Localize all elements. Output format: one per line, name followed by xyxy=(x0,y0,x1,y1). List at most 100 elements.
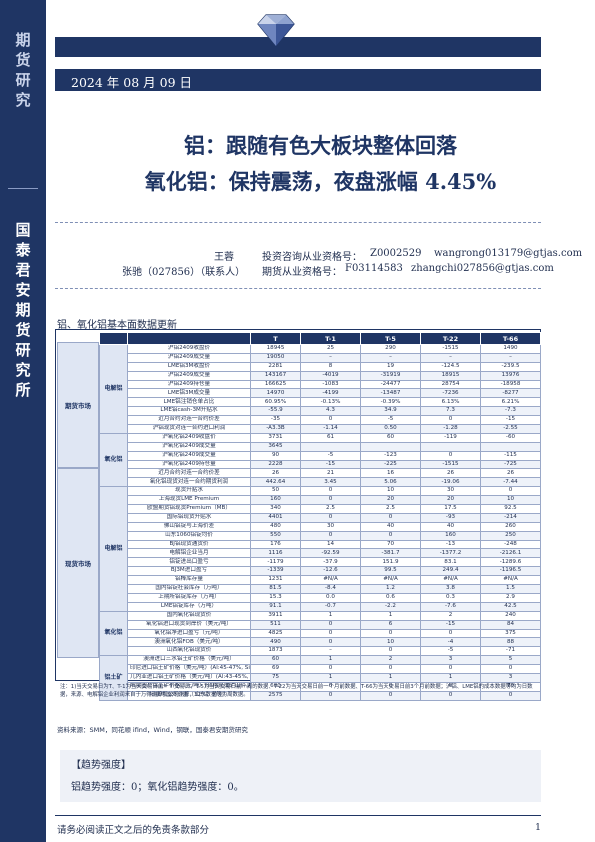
divider xyxy=(55,288,541,289)
row-label: 沪铝2409收盘价 xyxy=(127,344,251,354)
sidebar: 期货研究 国泰君安期货研究所 xyxy=(0,0,46,842)
divider xyxy=(55,222,541,223)
row-label: 氧化铝现货对连一合约期货利润 xyxy=(127,477,251,488)
subcategory-cell: 电解铝 xyxy=(99,344,128,434)
trend-text: 铝趋势强度：0；氧化铝趋势强度：0。 xyxy=(71,782,244,793)
subcategory-cell: 氧化铝 xyxy=(99,432,128,488)
table-header: T-22 xyxy=(420,332,481,345)
table-cell: 0 xyxy=(480,690,541,701)
table-cell: 0 xyxy=(300,495,361,506)
table-cell: 0 xyxy=(300,619,361,630)
row-label: 国际铝现货升贴水 xyxy=(127,512,251,523)
author-email[interactable]: zhangchi027856@gtjas.com xyxy=(411,263,554,274)
table-cell: -1.14 xyxy=(300,424,361,434)
report-date: 2024 年 08 月 09 日 xyxy=(71,75,192,90)
table-cell: -1083 xyxy=(300,379,361,390)
subcategory-cell: 电解铝 xyxy=(99,486,128,612)
table-cell: 3911 xyxy=(250,610,301,621)
table-cell: 0 xyxy=(420,450,481,461)
table-cell: 511 xyxy=(250,619,301,630)
table-cell: 1 xyxy=(420,672,481,683)
row-label: BJ铝现货通货价 xyxy=(127,539,251,550)
table-cell: 1.5 xyxy=(480,584,541,594)
author-email[interactable]: wangrong013179@gtjas.com xyxy=(434,248,583,259)
table-cell: 290 xyxy=(360,344,421,354)
table-cell: 10 xyxy=(360,637,421,648)
table-cell: -24477 xyxy=(360,379,421,390)
footer-divider xyxy=(55,815,541,816)
row-label: 沪铝2409持仓量 xyxy=(127,379,251,390)
table-cell: 18945 xyxy=(250,344,301,354)
table-cell: -93 xyxy=(420,512,481,523)
table-cell: -7.3 xyxy=(480,406,541,417)
author-name: 王蓉 xyxy=(214,252,234,263)
section-title: 铝、氧化铝基本面数据更新 xyxy=(57,320,177,331)
table-cell: -31919 xyxy=(360,370,421,381)
table-cell: 14970 xyxy=(250,388,301,399)
table-cell xyxy=(360,441,421,452)
table-row: LME铝锭库存（万吨） 91.1 -0.7 -2.2 -7.6 42.5 xyxy=(100,601,541,612)
table-cell: 442.64 xyxy=(250,477,301,488)
table-cell: 0 xyxy=(300,664,361,674)
table-cell: -A3.3B xyxy=(250,424,301,434)
table-cell: 2.9 xyxy=(480,592,541,603)
table-header: T xyxy=(250,332,301,345)
table-row: 近月合约对连一合约价差 26 21 16 26 26 xyxy=(100,468,541,479)
table-row: 电解铝 沪铝2409收盘价 18945 25 290 -1515 1490 xyxy=(99,344,541,434)
author-cert: F03114583 xyxy=(345,263,403,274)
table-cell: 249.4 xyxy=(420,566,481,577)
table-row: 山西氧化铝现货价 1873–0 -5 -71 xyxy=(100,646,541,657)
table-cell: 176 xyxy=(250,539,301,550)
table-cell: 40 xyxy=(420,521,481,532)
table-cell: 17.5 xyxy=(420,504,481,514)
table-header-row: T T-1 T-5 T-22 T-66 xyxy=(99,332,541,345)
table-cell: – xyxy=(360,352,421,363)
table-cell: 88 xyxy=(480,637,541,648)
table-cell: 0 xyxy=(420,415,481,426)
table-cell: -12.6 xyxy=(300,566,361,577)
table-cell: 26 xyxy=(480,468,541,479)
table-cell: 34.9 xyxy=(360,406,421,417)
table-cell: 50 xyxy=(250,486,301,497)
row-label: 印尼进口铝土矿价格（美元/吨）(Al:45-47%, Si:4-6%) xyxy=(127,664,251,674)
table-cell: 3645 xyxy=(250,441,301,452)
table-cell: 19050 xyxy=(250,352,301,363)
row-label: 沪氧化铝2409收盘价 xyxy=(127,432,251,443)
table-cell: 166625 xyxy=(250,379,301,390)
table-row: 印尼进口铝土矿价格（美元/吨）(Al:45-47%, Si:4-6%)69000… xyxy=(100,664,541,674)
row-label: LME铝3M成交量 xyxy=(127,388,251,399)
table-cell: 250 xyxy=(480,530,541,541)
table-row: 欧盟期货铝现货Premium（MB） 340 2.5 2.5 17.5 92.5 xyxy=(100,504,541,514)
table-cell: -71 xyxy=(480,646,541,657)
table-cell: -2126.1 xyxy=(480,548,541,559)
table-cell: -5 xyxy=(360,415,421,426)
table-cell xyxy=(300,441,361,452)
table-row: 几内亚进口铝土矿价格（美元/吨）(Al:43-45%, Si:2-3%)7511… xyxy=(100,672,541,683)
row-label: 沪铝2409成交量 xyxy=(127,370,251,381)
table-row: 氧化铝净进口盈亏（元/吨） 4825 0 0 0 375 xyxy=(100,628,541,639)
table-cell: 0 xyxy=(360,664,421,674)
row-label: 沪铝2409成交量 xyxy=(127,352,251,363)
table-cell: 160 xyxy=(420,530,481,541)
table-cell: -35 xyxy=(250,415,301,426)
table-cell: 60 xyxy=(360,432,421,443)
table-cell: 490 xyxy=(250,637,301,648)
table-cell: -1289.6 xyxy=(480,557,541,568)
table-cell: -7236 xyxy=(420,388,481,399)
trend-heading: 【趋势强度】 xyxy=(71,760,131,771)
table-cell: -1.28 xyxy=(420,424,481,434)
table-cell: #N/A xyxy=(300,575,361,586)
table-cell: 3 xyxy=(480,672,541,683)
table-cell: 2.5 xyxy=(360,504,421,514)
table-header: T-1 xyxy=(300,332,361,345)
table-cell: 30 xyxy=(420,486,481,497)
row-label: BJ3M进口盈亏 xyxy=(127,566,251,577)
table-cell: -0.13% xyxy=(300,397,361,408)
row-label: 佛山铝锭与上海价差 xyxy=(127,521,251,532)
trend-box xyxy=(60,750,541,802)
table-cell: 3731 xyxy=(250,432,301,443)
table-cell: 0 xyxy=(360,646,421,657)
row-label: 澳洲进口三水铝土矿价格（美元/吨） xyxy=(127,655,251,666)
table-cell: 42.5 xyxy=(480,601,541,612)
table-cell: 20 xyxy=(420,495,481,506)
